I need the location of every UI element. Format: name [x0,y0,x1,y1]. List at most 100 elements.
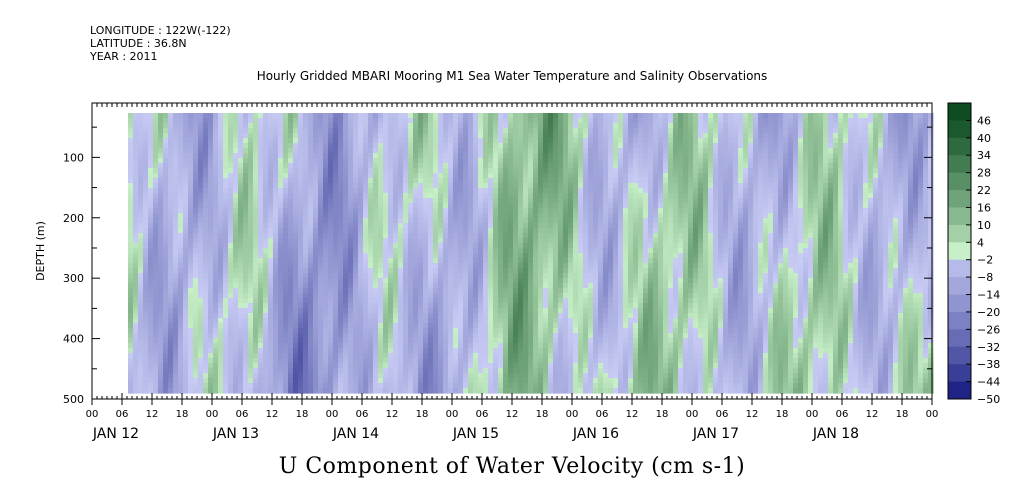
heatmap-cell [533,378,539,384]
heatmap-cell [478,213,484,219]
heatmap-cell [398,288,404,294]
heatmap-cell [358,373,364,379]
heatmap-cell [503,293,509,299]
heatmap-cell [163,258,169,264]
heatmap-cell [238,133,244,139]
heatmap-cell [178,383,184,389]
heatmap-cell [363,303,369,309]
heatmap-cell [563,368,569,374]
heatmap-cell [368,193,374,199]
heatmap-cell [128,163,134,169]
heatmap-cell [343,133,349,139]
heatmap-cell [323,123,329,129]
heatmap-cell [408,143,414,149]
heatmap-cell [268,348,274,354]
heatmap-cell [358,243,364,249]
heatmap-cell [363,193,369,199]
heatmap-cell [383,148,389,154]
heatmap-cell [523,313,529,319]
heatmap-cell [538,133,544,139]
heatmap-cell [248,288,254,294]
heatmap-cell [343,358,349,364]
heatmap-cell [133,203,139,209]
heatmap-cell [573,153,579,159]
heatmap-cell [558,303,564,309]
heatmap-cell [238,308,244,314]
heatmap-cell [153,163,159,169]
heatmap-cell [408,268,414,274]
heatmap-cell [143,243,149,249]
heatmap-cell [403,183,409,189]
heatmap-cell [153,198,159,204]
heatmap-cell [203,203,209,209]
heatmap-cell [408,328,414,334]
heatmap-cell [163,148,169,154]
heatmap-cell [468,153,474,159]
heatmap-cell [438,293,444,299]
heatmap-cell [558,123,564,129]
heatmap-cell [263,158,269,164]
heatmap-cell [348,253,354,259]
heatmap-cell [468,133,474,139]
heatmap-cell [233,303,239,309]
heatmap-cell [208,308,214,314]
heatmap-cell [138,288,144,294]
heatmap-cell [428,343,434,349]
heatmap-cell [473,338,479,344]
heatmap-cell [283,213,289,219]
heatmap-cell [463,288,469,294]
heatmap-cell [238,343,244,349]
heatmap-cell [443,178,449,184]
heatmap-cell [478,363,484,369]
heatmap-cell [458,383,464,389]
heatmap-cell [148,238,154,244]
heatmap-cell [193,333,199,339]
heatmap-cell [208,283,214,289]
heatmap-cell [143,178,149,184]
heatmap-cell [448,373,454,379]
heatmap-cell [188,233,194,239]
heatmap-cell [443,123,449,129]
heatmap-cell [473,143,479,149]
heatmap-cell [513,203,519,209]
heatmap-cell [153,303,159,309]
heatmap-cell [368,168,374,174]
heatmap-cell [128,298,134,304]
heatmap-cell [238,168,244,174]
heatmap-cell [463,358,469,364]
heatmap-cell [233,293,239,299]
heatmap-cell [263,353,269,359]
heatmap-cell [443,313,449,319]
heatmap-cell [133,363,139,369]
heatmap-cell [488,358,494,364]
heatmap-cell [538,118,544,124]
heatmap-cell [323,143,329,149]
heatmap-cell [318,303,324,309]
heatmap-cell [493,263,499,269]
heatmap-cell [338,328,344,334]
heatmap-cell [128,183,134,189]
heatmap-cell [553,208,559,214]
heatmap-cell [213,158,219,164]
heatmap-cell [173,178,179,184]
heatmap-cell [248,198,254,204]
heatmap-cell [448,388,454,394]
heatmap-cell [418,328,424,334]
heatmap-cell [353,233,359,239]
heatmap-cell [563,138,569,144]
heatmap-cell [328,143,334,149]
heatmap-cell [458,253,464,259]
heatmap-cell [443,158,449,164]
heatmap-cell [298,228,304,234]
heatmap-cell [253,198,259,204]
heatmap-cell [453,343,459,349]
heatmap-cell [443,233,449,239]
heatmap-cell [193,258,199,264]
heatmap-cell [408,118,414,124]
heatmap-cell [138,318,144,324]
heatmap-cell [268,163,274,169]
heatmap-cell [308,253,314,259]
heatmap-cell [398,228,404,234]
heatmap-cell [153,243,159,249]
heatmap-cell [538,173,544,179]
